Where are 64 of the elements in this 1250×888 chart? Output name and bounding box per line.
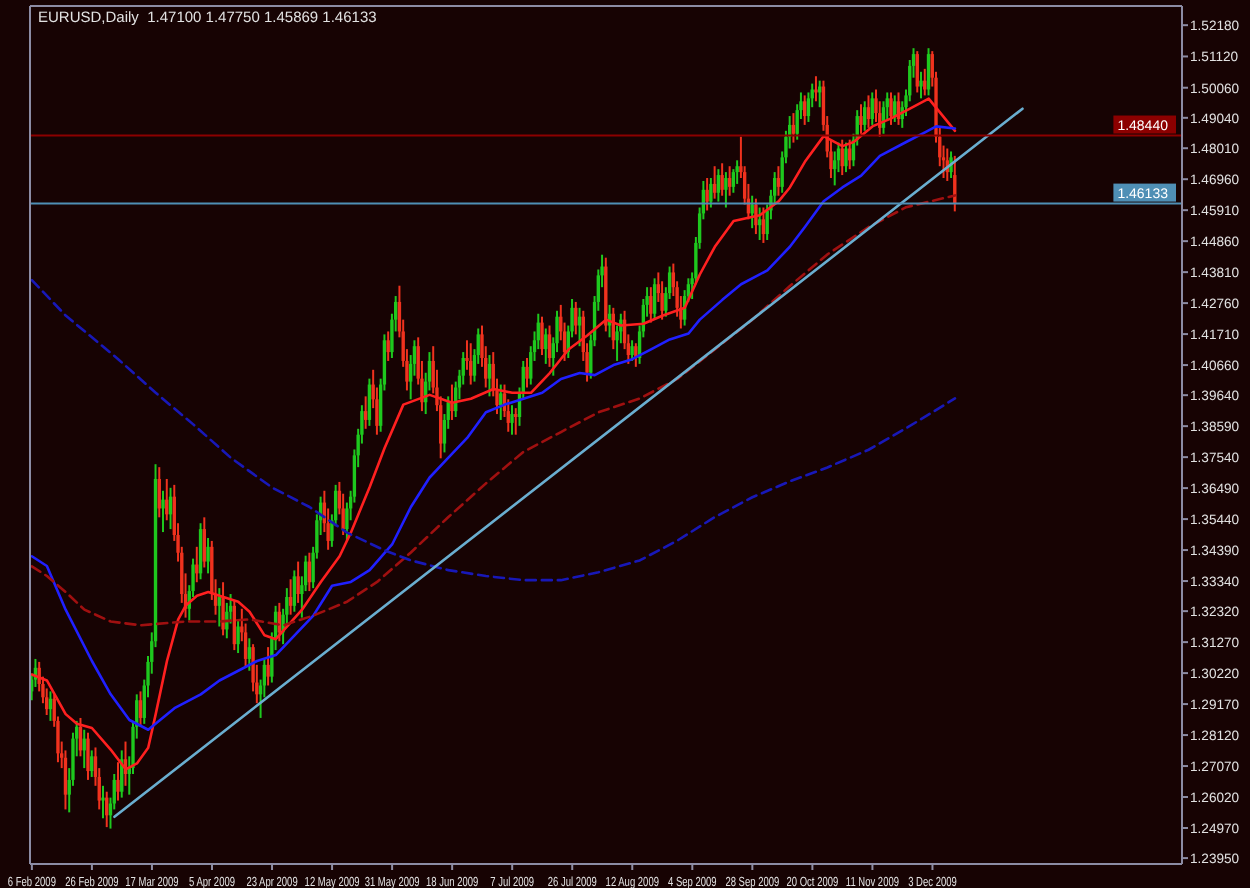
candlestick: [649, 286, 653, 324]
candlestick: [833, 150, 837, 187]
candlestick: [791, 112, 796, 144]
candlestick: [754, 197, 758, 236]
candlestick: [735, 159, 739, 185]
candlestick: [705, 177, 709, 212]
candlestick: [487, 354, 492, 398]
candlestick: [574, 300, 578, 336]
candlestick: [450, 383, 454, 421]
candlestick: [577, 306, 582, 348]
candlestick: [757, 206, 762, 241]
candlestick: [803, 94, 807, 126]
candlestick: [814, 75, 818, 103]
candlestick: [499, 383, 503, 421]
candlestick: [731, 168, 736, 194]
candlestick: [724, 171, 728, 209]
candlestick: [138, 690, 143, 728]
candlestick: [386, 330, 390, 362]
candlestick: [202, 516, 206, 569]
candlestick: [514, 407, 518, 436]
candlestick: [776, 165, 781, 197]
candlestick: [221, 581, 225, 637]
candlestick: [844, 141, 848, 174]
candlestick: [206, 536, 210, 575]
candlestick: [544, 327, 548, 365]
candlestick: [525, 356, 529, 389]
candlestick: [727, 165, 732, 197]
candlestick: [859, 103, 863, 135]
line-series: [30, 278, 957, 582]
candlestick: [709, 177, 713, 209]
candlestick: [866, 94, 871, 129]
candlestick: [247, 637, 252, 672]
candlestick: [630, 339, 634, 362]
candlestick: [720, 162, 724, 197]
candlestick: [288, 578, 293, 616]
candlestick: [510, 404, 514, 436]
candlestick: [915, 50, 919, 94]
candlestick: [712, 165, 717, 200]
candlestick: [761, 206, 766, 244]
candlestick: [540, 315, 544, 357]
candlestick: [296, 560, 300, 604]
candlestick: [863, 100, 867, 132]
candlestick: [919, 70, 923, 100]
candlestick: [161, 489, 165, 534]
candlestick: [101, 784, 105, 820]
candlestick: [90, 749, 94, 778]
candlestick: [870, 91, 874, 126]
candlestick: [889, 91, 893, 126]
candlestick: [217, 587, 221, 628]
candlestick: [225, 601, 229, 640]
candlestick: [266, 646, 270, 687]
candlestick: [716, 168, 721, 203]
candlestick: [634, 342, 638, 368]
candlestick: [236, 619, 240, 655]
candlestick: [660, 280, 664, 321]
candlestick: [86, 731, 90, 781]
candlestick: [292, 569, 297, 613]
candlestick: [363, 395, 368, 430]
candlestick: [750, 194, 754, 230]
candlestick: [547, 324, 552, 368]
candlestick: [116, 761, 120, 802]
candlestick: [652, 277, 657, 321]
candlestick: [469, 342, 473, 386]
candlestick: [806, 91, 811, 123]
